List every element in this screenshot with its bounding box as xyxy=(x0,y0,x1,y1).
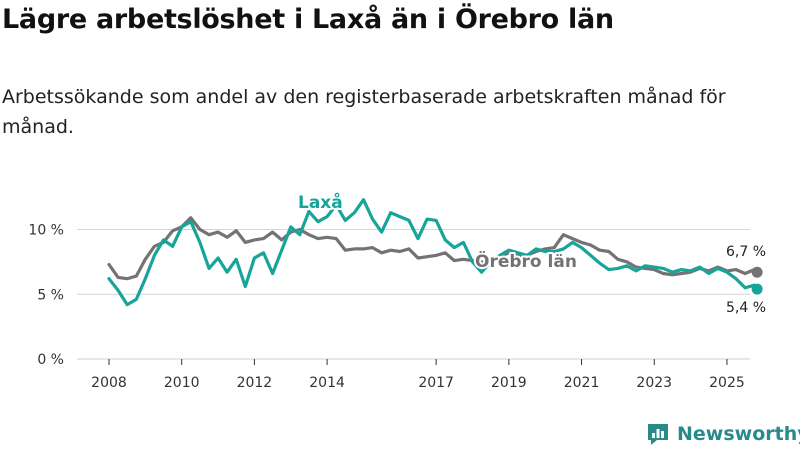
end-value-label-laxa: 5,4 % xyxy=(726,300,766,316)
labels-group: Laxå Örebro län 6,7 % 5,4 % xyxy=(296,189,766,316)
series-line-laxa xyxy=(107,198,759,307)
x-tick-label: 2008 xyxy=(91,375,127,391)
brand-name: Newsworthy xyxy=(677,423,800,445)
chart-subtitle: Arbetssökande som andel av den registerb… xyxy=(2,86,726,138)
gridlines xyxy=(77,229,750,360)
x-tick-label: 2017 xyxy=(418,375,454,391)
series-line-orebro xyxy=(107,216,759,281)
x-tick-label: 2010 xyxy=(164,375,200,391)
y-axis: 0 % 5 % 10 % xyxy=(28,223,64,369)
end-point-orebro xyxy=(751,266,763,278)
x-tick-label: 2023 xyxy=(636,375,672,391)
series-label-laxa: Laxå xyxy=(298,191,343,213)
line-chart: 0 %5 %10 % 2008 2010 2012 2014 2017 2019 2021 2… xyxy=(28,189,766,391)
y-tick-label: 5 % xyxy=(37,287,64,303)
x-tick-label: 2025 xyxy=(709,375,745,391)
series-label-orebro: Örebro län xyxy=(475,250,577,272)
newsworthy-logo-icon xyxy=(648,424,668,445)
y-tick-label: 0 % xyxy=(37,352,64,368)
x-axis: 2008 2010 2012 2014 2017 2019 2021 2023 2025 xyxy=(91,359,745,391)
x-tick-label: 2012 xyxy=(237,375,273,391)
series-group xyxy=(107,198,763,307)
y-tick-label: 10 % xyxy=(28,223,64,239)
brand-logo: Newsworthy xyxy=(645,421,800,447)
x-tick-label: 2014 xyxy=(309,375,345,391)
x-tick-label: 2021 xyxy=(564,375,600,391)
end-value-label-orebro: 6,7 % xyxy=(726,244,766,260)
page-title: Lägre arbetslöshet i Laxå än i Örebro lä… xyxy=(2,4,614,35)
end-point-laxa xyxy=(751,283,763,295)
x-tick-label: 2019 xyxy=(491,375,527,391)
